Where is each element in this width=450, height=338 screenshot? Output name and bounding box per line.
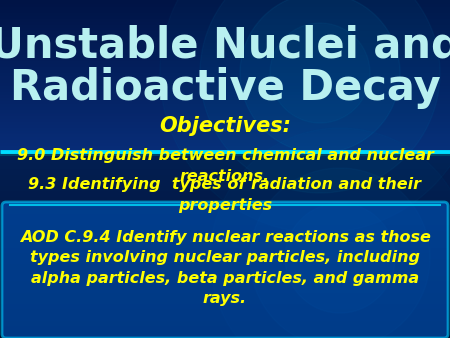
Text: AOD C.9.4 Identify nuclear reactions as those
types involving nuclear particles,: AOD C.9.4 Identify nuclear reactions as … bbox=[19, 230, 431, 306]
Polygon shape bbox=[200, 0, 440, 193]
Text: Radioactive Decay: Radioactive Decay bbox=[9, 67, 441, 109]
Polygon shape bbox=[270, 23, 370, 123]
Text: Unstable Nuclei and: Unstable Nuclei and bbox=[0, 25, 450, 67]
Text: 9.0 Distinguish between chemical and nuclear
reactions.: 9.0 Distinguish between chemical and nuc… bbox=[17, 148, 433, 184]
Polygon shape bbox=[285, 203, 395, 313]
Polygon shape bbox=[250, 168, 430, 338]
FancyBboxPatch shape bbox=[2, 202, 448, 338]
Polygon shape bbox=[240, 0, 400, 153]
Text: Objectives:: Objectives: bbox=[159, 116, 291, 136]
Text: 9.3 Identifying  types of radiation and their
properties: 9.3 Identifying types of radiation and t… bbox=[28, 177, 422, 213]
